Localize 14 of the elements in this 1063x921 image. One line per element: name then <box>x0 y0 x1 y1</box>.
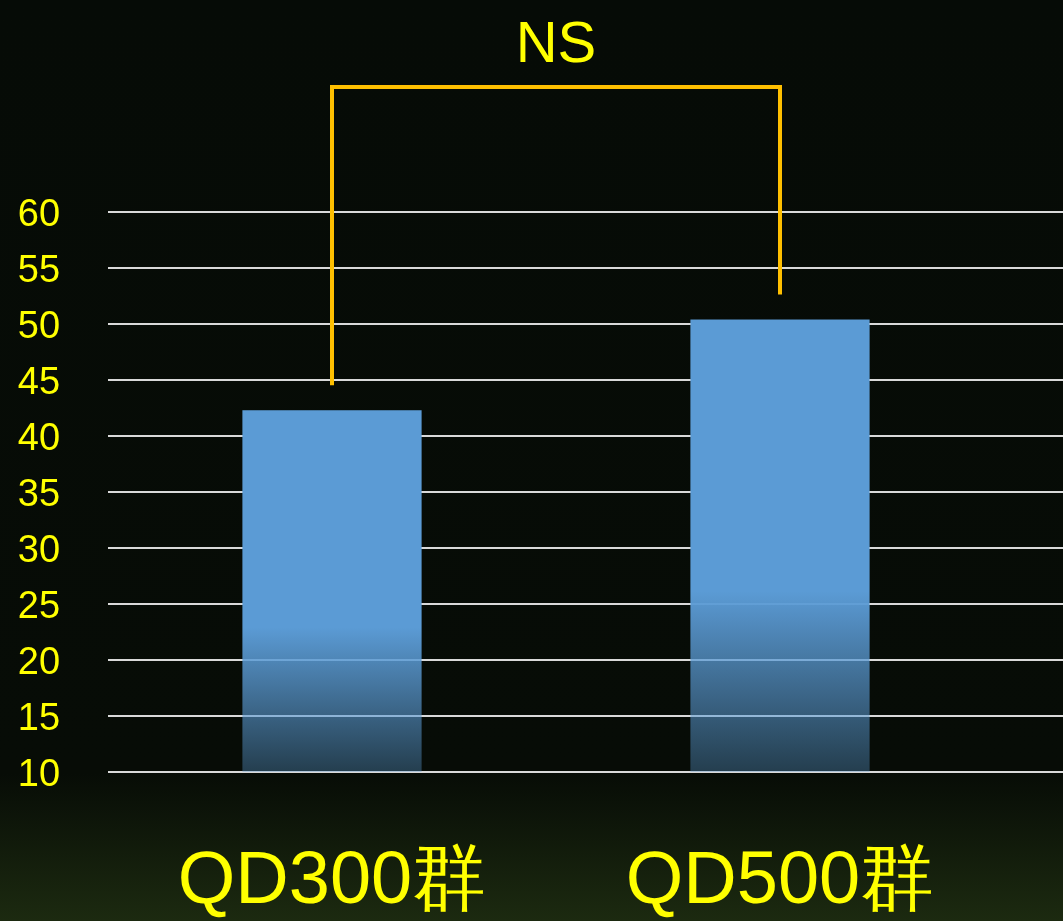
y-tick-label: 50 <box>17 303 61 346</box>
y-tick-label: 45 <box>17 359 61 402</box>
y-tick-label: 35 <box>17 471 61 514</box>
y-tick-label: 40 <box>17 415 61 458</box>
y-tick-label: 10 <box>17 751 61 794</box>
y-tick-label: 60 <box>17 191 61 234</box>
y-tick-label: 30 <box>17 527 61 570</box>
y-tick-label: 25 <box>17 583 61 626</box>
x-tick-label: QD500群 <box>625 836 935 919</box>
annotation: NS <box>515 9 597 74</box>
y-tick-label: 20 <box>17 639 61 682</box>
y-tick-label: 55 <box>17 247 61 290</box>
y-tick-label: 15 <box>17 695 61 738</box>
x-tick-label: QD300群 <box>177 836 487 919</box>
